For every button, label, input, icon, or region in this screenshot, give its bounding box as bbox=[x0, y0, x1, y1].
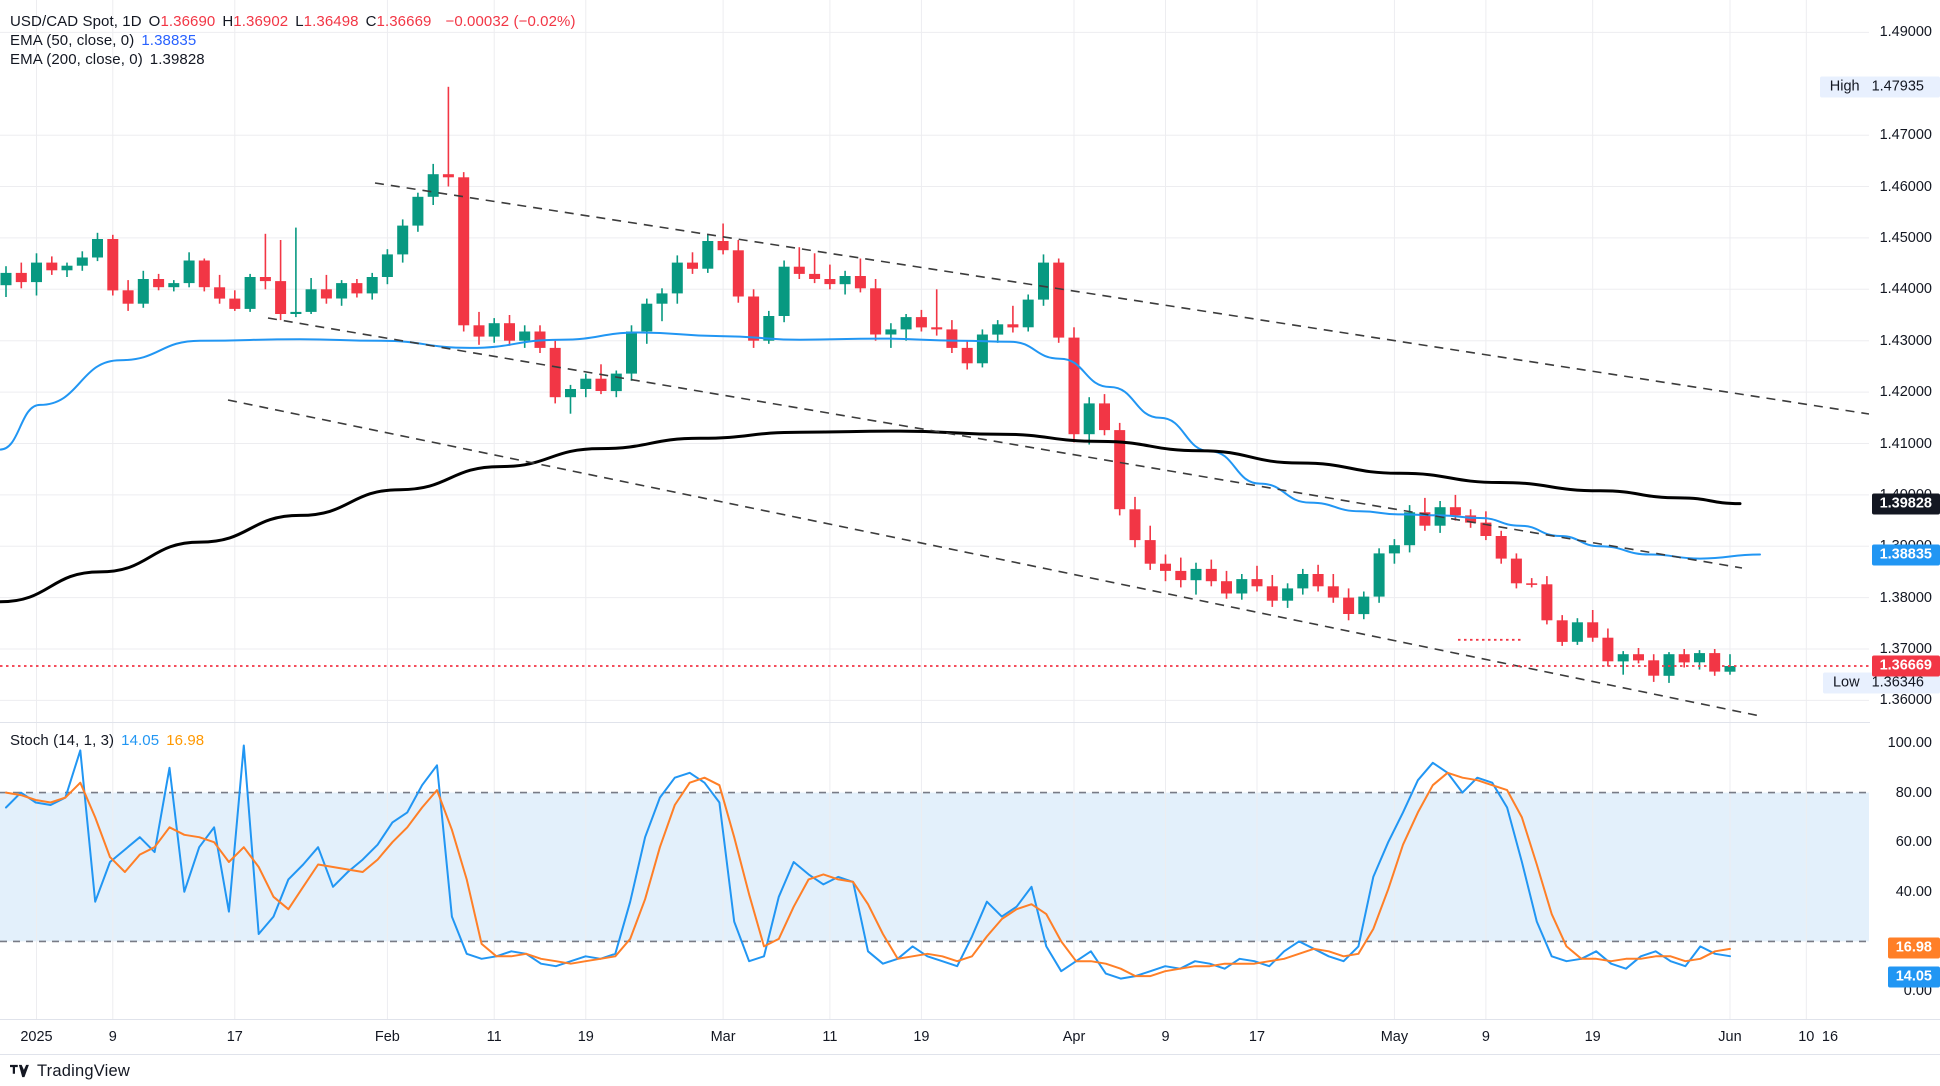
time-tick-9: 9 bbox=[108, 1029, 117, 1045]
price-tick-1-37000: 1.37000 bbox=[1879, 641, 1932, 657]
price-tick-1-36000: 1.36000 bbox=[1879, 692, 1932, 709]
price-legend: USD/CAD Spot, 1D O1.36690 H1.36902 L1.36498… bbox=[10, 12, 576, 69]
change-value: −0.00032 (−0.02%) bbox=[445, 13, 576, 30]
low-marker: Low 1.36346 bbox=[1822, 672, 1940, 694]
open-value: 1.36690 bbox=[160, 13, 216, 30]
high-marker: High 1.47935 bbox=[1819, 76, 1940, 98]
time-tick-Mar: Mar bbox=[710, 1029, 736, 1045]
price-tick-1-49000: 1.49000 bbox=[1879, 24, 1932, 41]
price-tick-1-43000: 1.43000 bbox=[1879, 332, 1932, 349]
time-tick-19: 19 bbox=[577, 1029, 594, 1045]
price-tick-1-47000: 1.47000 bbox=[1879, 127, 1932, 144]
high-marker-tag: High bbox=[1829, 78, 1860, 95]
price-tick-1-42000: 1.42000 bbox=[1879, 384, 1932, 401]
time-tick-Apr: Apr bbox=[1062, 1029, 1086, 1045]
ema200-value: 1.39828 bbox=[149, 51, 205, 68]
time-tick-9: 9 bbox=[1161, 1029, 1170, 1045]
stoch-legend-row[interactable]: Stoch (14, 1, 3) 14.05 16.98 bbox=[10, 731, 204, 750]
pane-divider bbox=[0, 722, 1869, 723]
time-tick-Jun: Jun bbox=[1718, 1029, 1742, 1045]
ema200-price-badge[interactable]: 1.39828 bbox=[1871, 493, 1940, 515]
ema50-price-badge[interactable]: 1.38835 bbox=[1871, 544, 1940, 566]
close-label: C bbox=[365, 13, 377, 30]
last-price-badge[interactable]: 1.36669 bbox=[1871, 655, 1940, 677]
price-tick-1-38000: 1.38000 bbox=[1879, 589, 1932, 606]
ema50-label: EMA (50, close, 0) bbox=[10, 32, 135, 49]
open-label: O bbox=[148, 13, 161, 30]
time-tick-17: 17 bbox=[226, 1029, 243, 1045]
high-marker-value: 1.47935 bbox=[1871, 78, 1924, 95]
time-tick-9: 9 bbox=[1481, 1029, 1490, 1045]
symbol-label[interactable]: USD/CAD Spot, 1D bbox=[10, 13, 142, 30]
stoch-d-badge[interactable]: 16.98 bbox=[1887, 937, 1940, 959]
ema200-label: EMA (200, close, 0) bbox=[10, 51, 143, 68]
ohlc-row: USD/CAD Spot, 1D O1.36690 H1.36902 L1.36498… bbox=[10, 12, 576, 31]
stoch-k-value: 14.05 bbox=[121, 732, 160, 749]
stochastic-legend: Stoch (14, 1, 3) 14.05 16.98 bbox=[10, 731, 204, 750]
time-tick-19: 19 bbox=[913, 1029, 930, 1045]
low-value: 1.36498 bbox=[303, 13, 359, 30]
ema200-row[interactable]: EMA (200, close, 0) 1.39828 bbox=[10, 50, 576, 69]
price-tick-1-44000: 1.44000 bbox=[1879, 281, 1932, 298]
stochastic-chart-canvas bbox=[0, 723, 1869, 1019]
time-tick-10: 10 bbox=[1798, 1029, 1815, 1045]
price-tick-1-46000: 1.46000 bbox=[1879, 178, 1932, 195]
price-pane[interactable] bbox=[0, 0, 1870, 722]
low-marker-value: 1.36346 bbox=[1871, 674, 1924, 691]
time-tick-11: 11 bbox=[822, 1029, 838, 1045]
price-tick-1-41000: 1.41000 bbox=[1879, 435, 1932, 452]
close-value: 1.36669 bbox=[376, 13, 432, 30]
stoch-tick-100-00: 100.00 bbox=[1887, 735, 1932, 751]
time-tick-Feb: Feb bbox=[374, 1029, 400, 1045]
high-label: H bbox=[222, 13, 234, 30]
stoch-label: Stoch (14, 1, 3) bbox=[10, 732, 115, 749]
time-axis[interactable]: 2025 9 17 Feb 11 19 Mar 11 19 Apr 9 17 May 9 19 Jun 10 16 bbox=[0, 1019, 1940, 1055]
high-value: 1.36902 bbox=[233, 13, 289, 30]
stoch-tick-40-00: 40.00 bbox=[1895, 883, 1932, 900]
time-tick-2025: 2025 bbox=[20, 1029, 53, 1045]
stoch-d-value: 16.98 bbox=[166, 732, 205, 749]
stochastic-axis[interactable]: 100.00 80.00 60.00 40.00 0.00 16.98 14.05 bbox=[1869, 723, 1940, 1019]
stochastic-pane[interactable] bbox=[0, 723, 1869, 1019]
time-tick-16: 16 bbox=[1821, 1029, 1839, 1045]
time-tick-May: May bbox=[1380, 1029, 1409, 1045]
tradingview-logo-icon bbox=[10, 1064, 29, 1078]
ema50-value: 1.38835 bbox=[141, 32, 197, 49]
low-label: L bbox=[295, 13, 304, 30]
footer-branding[interactable]: TradingView bbox=[10, 1056, 130, 1086]
low-marker-tag: Low bbox=[1832, 674, 1860, 691]
ema50-row[interactable]: EMA (50, close, 0) 1.38835 bbox=[10, 31, 576, 50]
time-tick-19: 19 bbox=[1584, 1029, 1601, 1045]
time-tick-17: 17 bbox=[1248, 1029, 1266, 1045]
stoch-k-badge[interactable]: 14.05 bbox=[1887, 966, 1940, 988]
stoch-tick-60-00: 60.00 bbox=[1895, 834, 1932, 851]
time-tick-11: 11 bbox=[486, 1029, 502, 1045]
price-chart-canvas bbox=[0, 0, 1870, 722]
tradingview-brand-label: TradingView bbox=[37, 1061, 130, 1080]
price-tick-1-45000: 1.45000 bbox=[1879, 229, 1932, 246]
price-axis[interactable]: 1.49000 1.47000 1.46000 1.45000 1.44000 1.430… bbox=[1819, 0, 1940, 722]
stoch-tick-80-00: 80.00 bbox=[1895, 784, 1932, 801]
